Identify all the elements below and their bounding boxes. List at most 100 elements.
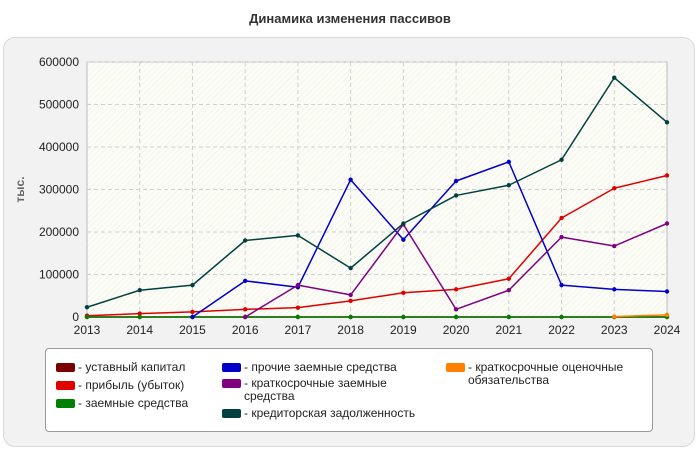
y-tick-label: 300000 [39,183,79,197]
legend-item-2[interactable]: - прибыль (убыток) [56,379,216,392]
data-point-series-5 [242,314,248,320]
data-point-series-3 [559,314,564,320]
legend-swatch [56,399,75,408]
data-point-series-4 [401,237,406,242]
series-line-2 [86,174,668,317]
series-line-7 [614,314,668,318]
data-point-series-3 [453,314,459,320]
legend-item-4[interactable]: - прочие заемные средства [222,361,437,374]
data-point-series-5 [348,292,353,298]
data-point-series-3 [137,314,142,320]
data-point-series-2 [190,309,195,315]
data-point-series-3 [348,314,353,320]
data-point-series-3 [84,314,90,320]
data-point-series-3 [506,314,512,320]
data-point-series-6 [612,75,617,80]
data-point-series-6 [559,157,564,162]
legend-item-7[interactable]: - краткосрочные оценочные обязательства [446,361,646,387]
x-tick-label: 2015 [179,323,206,337]
x-tick-label: 2021 [495,323,522,337]
data-point-series-6 [348,265,353,271]
legend-item-3[interactable]: - заемные средства [56,397,216,410]
legend-label: - краткосрочные оценочные обязательства [468,360,624,387]
legend-swatch [446,363,465,372]
data-point-series-2 [401,290,406,295]
legend-label: - краткосрочные заемные средства [244,376,387,403]
y-tick-label: 100000 [39,268,79,282]
data-point-series-2 [295,305,301,310]
x-tick-label: 2013 [74,323,101,337]
data-point-series-4 [612,287,617,292]
data-point-series-6 [242,238,248,243]
x-tick-label: 2016 [232,323,259,337]
data-point-series-2 [506,276,512,281]
data-point-series-5 [453,307,459,312]
data-point-series-5 [612,243,617,249]
x-tick-label: 2020 [443,323,470,337]
y-tick-label: 200000 [39,225,79,239]
data-point-series-2 [453,287,459,292]
data-point-series-6 [506,183,512,188]
y-axis-label: тыс. [13,176,27,202]
data-point-series-4 [348,177,353,182]
chart-title: Динамика изменения пассивов [249,11,451,26]
data-point-series-2 [559,215,564,221]
data-point-series-4 [506,159,512,165]
x-tick-label: 2014 [126,323,153,337]
data-point-series-4 [453,178,459,184]
data-point-series-4 [559,282,564,288]
data-point-series-6 [401,221,406,226]
data-point-series-4 [242,278,248,284]
y-tick-label: 600000 [39,55,79,69]
legend-item-5[interactable]: - краткосрочные заемные средства [222,377,402,403]
data-point-series-2 [664,173,670,178]
data-point-series-5 [664,221,670,226]
legend-label: - заемные средства [78,396,189,410]
x-tick-label: 2018 [337,323,364,337]
x-tick-label: 2019 [390,323,417,337]
legend-item-6[interactable]: - кредиторская задолженность [222,407,437,420]
y-tick-label: 400000 [39,140,79,154]
y-axis: 0 100000 200000 300000 400000 500000 600000 [39,55,79,324]
data-point-series-4 [664,289,670,294]
data-point-series-5 [295,282,301,288]
legend-swatch [56,381,75,390]
data-point-series-2 [612,186,617,191]
legend-label: - уставный капитал [78,360,186,374]
data-point-series-6 [84,305,90,310]
data-point-series-4 [190,314,195,320]
legend-swatch [222,363,241,372]
data-point-series-5 [559,234,564,240]
legend-item-1[interactable]: - уставный капитал [56,361,216,374]
data-point-series-7 [612,314,617,319]
series-line-4 [192,161,668,318]
legend: - уставный капитал - прибыль (убыток) - за… [45,348,653,432]
x-tick-label: 2024 [654,323,681,337]
data-point-series-2 [348,298,353,304]
series-layer [84,75,670,320]
data-point-series-3 [295,314,301,320]
data-point-series-6 [664,120,670,125]
x-axis: 2013 2014 2015 2016 2017 2018 2019 2020 2021 2022… [74,323,681,337]
x-tick-label: 2017 [285,323,312,337]
legend-swatch [56,363,75,372]
legend-label: - кредиторская задолженность [244,406,416,420]
data-point-series-3 [401,314,406,320]
y-tick-label: 500000 [39,98,79,112]
legend-label: - прибыль (убыток) [78,378,185,392]
legend-swatch [222,379,241,388]
x-tick-label: 2022 [548,323,575,337]
series-line-6 [86,76,668,308]
data-point-series-6 [190,282,195,288]
legend-swatch [222,409,241,418]
data-point-series-6 [295,233,301,238]
data-point-series-6 [137,288,142,293]
y-tick-label: 0 [72,310,79,324]
data-point-series-7 [664,312,670,318]
data-point-series-5 [506,288,512,293]
data-point-series-6 [453,193,459,198]
legend-label: - прочие заемные средства [244,360,397,374]
data-point-series-2 [242,307,248,312]
x-tick-label: 2023 [601,323,628,337]
